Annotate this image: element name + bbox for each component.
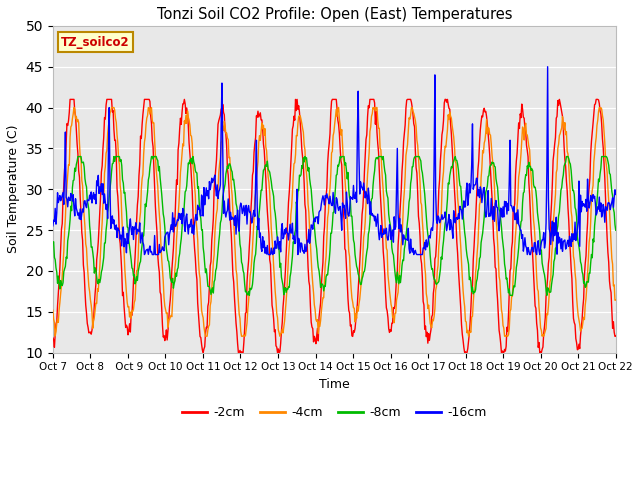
X-axis label: Time: Time (319, 378, 349, 391)
Y-axis label: Soil Temperature (C): Soil Temperature (C) (7, 125, 20, 253)
Legend: -2cm, -4cm, -8cm, -16cm: -2cm, -4cm, -8cm, -16cm (177, 401, 492, 424)
Title: Tonzi Soil CO2 Profile: Open (East) Temperatures: Tonzi Soil CO2 Profile: Open (East) Temp… (157, 7, 512, 22)
Text: TZ_soilco2: TZ_soilco2 (61, 36, 130, 48)
